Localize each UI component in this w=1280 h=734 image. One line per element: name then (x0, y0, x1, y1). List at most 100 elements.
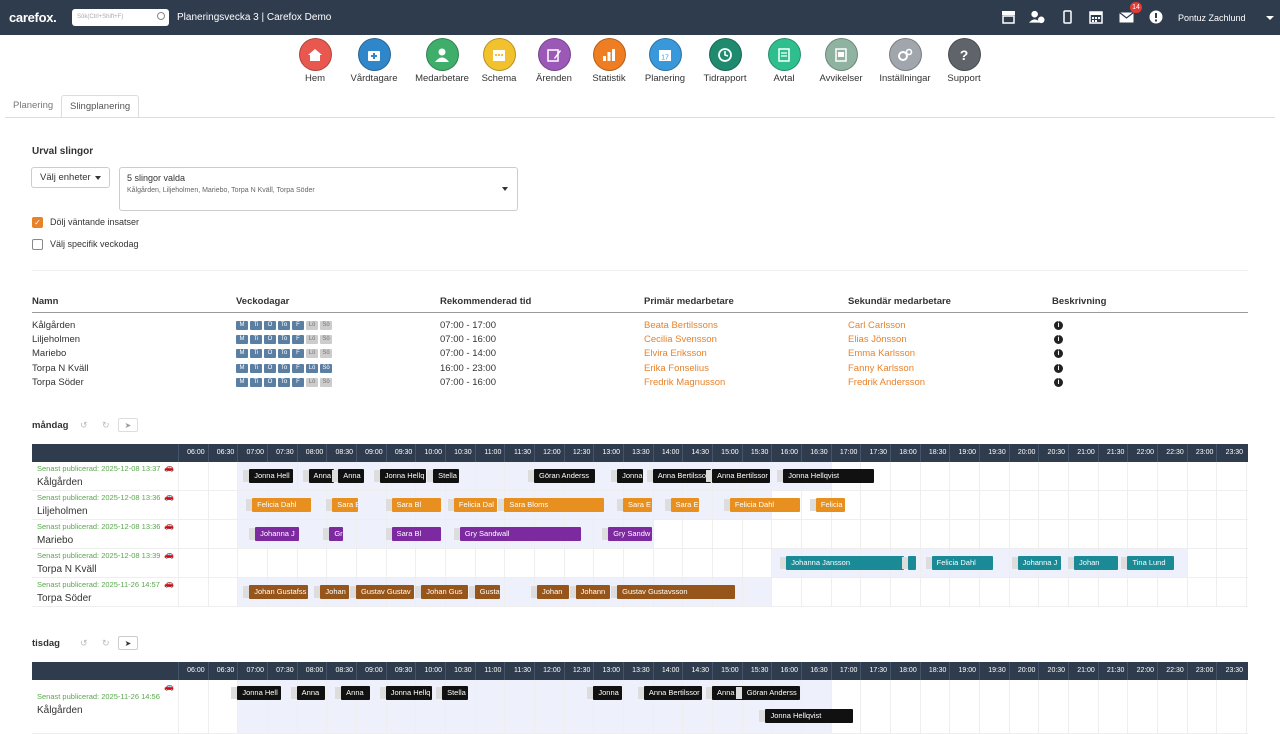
info-icon[interactable]: i (1054, 321, 1063, 330)
undo-icon[interactable]: ↺ (80, 638, 88, 648)
specific-day-checkbox[interactable] (32, 239, 43, 250)
nav-item-tidrapport[interactable]: Tidrapport (690, 38, 760, 84)
hide-pending-checkbox[interactable]: ✓ (32, 217, 43, 228)
chevron-down-icon[interactable] (1266, 16, 1274, 20)
visit-bar[interactable]: Anna Bertilssor (643, 686, 703, 700)
visit-bar[interactable]: Anna Bertilssor (712, 469, 771, 483)
visit-bar[interactable]: Johan Gus (421, 585, 468, 599)
visit-bar[interactable]: Anna (308, 469, 335, 483)
visit-bar[interactable]: Stella (442, 686, 468, 700)
tab-slingplanering[interactable]: Slingplanering (61, 95, 140, 118)
grid-line (563, 680, 565, 733)
visit-bar[interactable]: Tina Lund (1127, 556, 1174, 570)
info-icon[interactable]: i (1054, 363, 1063, 373)
info-icon[interactable]: i (1054, 335, 1063, 345)
primary-employee-link[interactable]: Erika Fonselius (644, 362, 709, 374)
nav-item-arenden[interactable]: Ärenden (519, 38, 589, 84)
secondary-employee-link[interactable]: Carl Carlsson (848, 320, 906, 331)
visit-bar[interactable]: Jonna Hellqvist (765, 709, 854, 723)
nav-item-statistik[interactable]: Statistik (574, 38, 644, 84)
grid-line (1127, 578, 1129, 606)
visit-bar[interactable]: Sara Bl (391, 498, 442, 512)
nav-item-schema[interactable]: Schema (464, 38, 534, 84)
visit-bar[interactable]: Anna Bertilssor (652, 469, 712, 483)
visit-bar[interactable]: Göran Anderss (534, 469, 596, 483)
search-input[interactable]: Sök(Ctrl+Shift+F) (72, 9, 169, 26)
visit-bar[interactable]: Felicia Dahl (931, 556, 993, 570)
primary-employee-link[interactable]: Elvira Eriksson (644, 348, 707, 360)
primary-employee-link[interactable]: Fredrik Magnusson (644, 376, 726, 388)
secondary-employee-link[interactable]: Fanny Karlsson (848, 362, 915, 374)
visit-bar[interactable]: Jonna Hellq (385, 686, 433, 700)
visit-bar[interactable]: Gry Sandw (608, 527, 652, 541)
publish-send-icon[interactable]: ➤ (118, 636, 138, 650)
alert-icon[interactable] (1148, 9, 1164, 25)
mail-icon[interactable] (1118, 9, 1134, 25)
visit-bar[interactable]: Felicia Dahl (729, 498, 801, 512)
nav-item-medarbetare[interactable]: Medarbetare (407, 38, 477, 84)
visit-bar[interactable]: Johann (575, 585, 611, 599)
visit-bar[interactable]: Jonna (593, 686, 623, 700)
user-menu[interactable]: Pontuz Zachlund (1178, 13, 1246, 23)
visit-bar[interactable]: Gry Sandwall (459, 527, 581, 541)
visit-bar[interactable]: Anna (338, 469, 364, 483)
visit-bar[interactable]: Sara Bloms (504, 498, 605, 512)
redo-icon[interactable]: ↻ (102, 638, 110, 648)
visit-bar[interactable]: Jonna Hellq (379, 469, 427, 483)
secondary-employee-link[interactable]: Fredrik Andersson (848, 376, 926, 388)
visit-bar[interactable]: Jonna Hell (249, 469, 293, 483)
visit-bar[interactable]: Sara E (623, 498, 652, 512)
info-icon[interactable]: i (1054, 349, 1063, 359)
info-icon[interactable]: i (1054, 377, 1063, 387)
visit-bar[interactable]: Gr (329, 527, 344, 541)
visit-bar[interactable]: Sara E (332, 498, 358, 512)
calendar-icon[interactable] (1088, 9, 1104, 25)
visit-bar[interactable]: Johan (320, 585, 350, 599)
visit-bar[interactable]: Felicia Dahl (252, 498, 311, 512)
visit-bar[interactable]: Jonna Hellqvist (783, 469, 875, 483)
select-units-button[interactable]: Välj enheter (31, 167, 110, 188)
publish-send-icon[interactable]: ➤ (118, 418, 138, 432)
visit-bar[interactable]: Stella (433, 469, 459, 483)
visit-bar[interactable]: Johan Gustafss (249, 585, 308, 599)
visit-bar[interactable]: Anna (341, 686, 370, 700)
primary-employee-link[interactable]: Cecilia Svensson (644, 334, 717, 346)
visit-bar[interactable]: Sara Bl (391, 527, 442, 541)
store-icon[interactable] (1000, 9, 1016, 25)
secondary-employee-link[interactable]: Emma Karlsson (848, 348, 916, 360)
phone-icon[interactable] (1059, 9, 1075, 25)
nav-item-installningar[interactable]: Inställningar (870, 38, 940, 84)
visit-bar[interactable] (907, 556, 916, 570)
undo-icon[interactable]: ↺ (80, 420, 88, 430)
visit-bar[interactable]: Jonna (617, 469, 643, 483)
visit-bar[interactable]: Gustav Gustav (356, 585, 415, 599)
visit-bar[interactable]: Anna (296, 686, 326, 700)
visit-bar[interactable]: Johan (537, 585, 569, 599)
carefox-logo[interactable]: carefox. (9, 10, 57, 25)
redo-icon[interactable]: ↻ (102, 420, 110, 430)
visit-bar[interactable]: Felicia (815, 498, 845, 512)
visit-bar[interactable]: Gustav Gustavsson (617, 585, 735, 599)
visit-bar[interactable]: Jonna Hell (237, 686, 281, 700)
select-units-label: Välj enheter (40, 172, 91, 183)
nav-item-hem[interactable]: Hem (280, 38, 350, 84)
secondary-employee-link[interactable]: Elias Jönsson (848, 334, 907, 346)
visit-bar[interactable]: Gusta (474, 585, 501, 599)
visit-bar[interactable]: Göran Anderss (741, 686, 801, 700)
visit-bar[interactable]: Felicia Dal (453, 498, 498, 512)
nav-item-support[interactable]: ? Support (929, 38, 999, 84)
nav-item-vardtagare[interactable]: Vårdtagare (339, 38, 409, 84)
visit-bar[interactable]: Johan (1074, 556, 1118, 570)
weekday-badge: To (278, 335, 290, 345)
primary-employee-link[interactable]: Beata Bertilssons (644, 320, 718, 331)
visit-bar[interactable]: Johanna J (1017, 556, 1062, 570)
tab-planering[interactable]: Planering (13, 100, 54, 111)
visit-bar[interactable]: Johanna Jansson (786, 556, 904, 570)
visit-bar[interactable]: Sara E (670, 498, 700, 512)
add-user-icon[interactable] (1029, 9, 1045, 25)
route-select[interactable]: 5 slingor valda Kålgården, Liljeholmen, … (119, 167, 518, 211)
nav-item-avtal[interactable]: Avtal (749, 38, 819, 84)
nav-item-avvikelser[interactable]: Avvikelser (806, 38, 876, 84)
nav-item-planering[interactable]: 17 Planering (630, 38, 700, 84)
visit-bar[interactable]: Johanna J (255, 527, 299, 541)
